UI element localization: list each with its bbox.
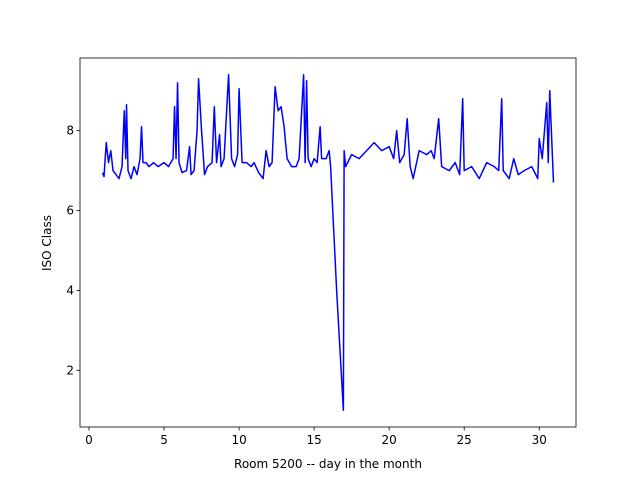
plot-frame bbox=[79, 57, 577, 428]
y-axis-label: ISO Class bbox=[40, 215, 54, 271]
y-tick-label: 8 bbox=[66, 124, 74, 138]
y-tick-label: 4 bbox=[66, 283, 74, 297]
x-tick-label: 5 bbox=[160, 433, 168, 447]
y-tick-label: 2 bbox=[66, 363, 74, 377]
x-tick-label: 25 bbox=[457, 433, 472, 447]
x-tick-label: 15 bbox=[306, 433, 321, 447]
x-tick-label: 10 bbox=[231, 433, 246, 447]
x-tick-label: 0 bbox=[85, 433, 93, 447]
x-tick-label: 30 bbox=[532, 433, 547, 447]
x-axis-label: Room 5200 -- day in the month bbox=[234, 457, 422, 471]
data-line bbox=[101, 74, 555, 411]
x-tick-label: 20 bbox=[382, 433, 397, 447]
y-tick-label: 6 bbox=[66, 204, 74, 218]
